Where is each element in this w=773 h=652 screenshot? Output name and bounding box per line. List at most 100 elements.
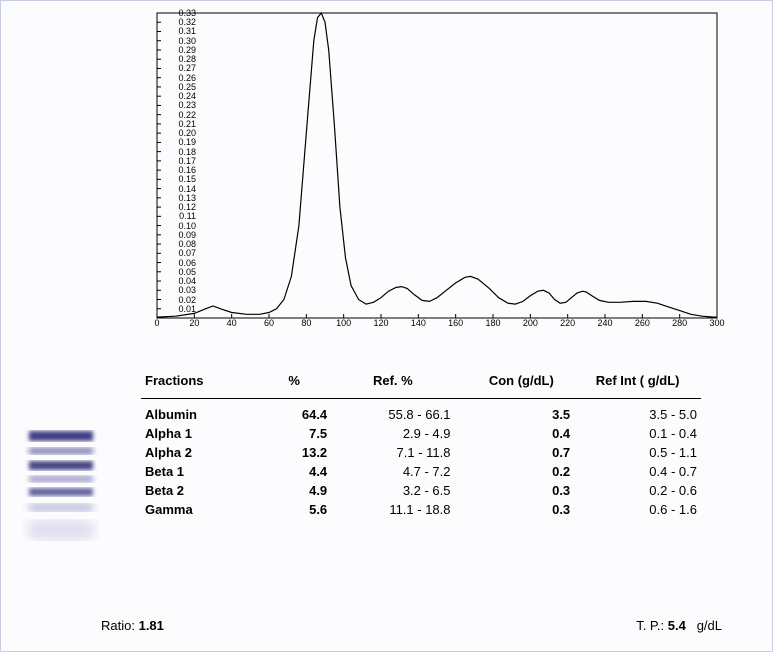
ytick-label: 0.26 xyxy=(178,73,196,83)
tp-label: T. P.: xyxy=(636,618,664,633)
ytick-label: 0.13 xyxy=(178,193,196,203)
ytick-label: 0.31 xyxy=(178,26,196,36)
ytick-label: 0.28 xyxy=(178,54,196,64)
ytick-label: 0.06 xyxy=(178,258,196,268)
ytick-label: 0.11 xyxy=(179,211,196,221)
total-protein-summary: T. P.: 5.4 g/dL xyxy=(636,618,722,633)
cell: 55.8 - 66.1 xyxy=(331,405,468,424)
xtick-label: 100 xyxy=(336,318,351,328)
cell: 0.5 - 1.1 xyxy=(574,443,701,462)
ytick-label: 0.01 xyxy=(178,304,196,314)
ytick-label: 0.22 xyxy=(178,110,196,120)
cell: 0.2 xyxy=(469,462,575,481)
cell: 0.7 xyxy=(469,443,575,462)
cell: Alpha 1 xyxy=(141,424,257,443)
ytick-label: 0.29 xyxy=(178,45,196,55)
cell: 0.6 - 1.6 xyxy=(574,500,701,519)
cell: 0.2 - 0.6 xyxy=(574,481,701,500)
tp-value: 5.4 xyxy=(668,618,686,633)
ytick-label: 0.17 xyxy=(178,156,196,166)
cell: Gamma xyxy=(141,500,257,519)
ytick-label: 0.14 xyxy=(178,184,196,194)
xtick-label: 220 xyxy=(560,318,575,328)
gel-scan-image xyxy=(21,406,101,551)
xtick-label: 160 xyxy=(448,318,463,328)
fractions-table: Fractions % Ref. % Con (g/dL) Ref Int ( … xyxy=(141,371,701,519)
table-row: Beta 14.44.7 - 7.20.20.4 - 0.7 xyxy=(141,462,701,481)
xtick-label: 180 xyxy=(485,318,500,328)
table-row: Beta 24.93.2 - 6.50.30.2 - 0.6 xyxy=(141,481,701,500)
header-pct: % xyxy=(257,371,331,399)
table-row: Albumin64.455.8 - 66.13.53.5 - 5.0 xyxy=(141,405,701,424)
cell: 7.5 xyxy=(257,424,331,443)
header-con: Con (g/dL) xyxy=(469,371,575,399)
xtick-label: 120 xyxy=(373,318,388,328)
ytick-label: 0.09 xyxy=(178,230,196,240)
cell: 0.3 xyxy=(469,500,575,519)
xtick-label: 20 xyxy=(189,318,199,328)
cell: 13.2 xyxy=(257,443,331,462)
header-fractions: Fractions xyxy=(141,371,257,399)
ytick-label: 0.32 xyxy=(178,17,196,27)
ytick-label: 0.10 xyxy=(178,221,196,231)
ytick-label: 0.24 xyxy=(178,91,196,101)
gel-svg xyxy=(21,406,101,551)
ytick-label: 0.27 xyxy=(178,63,196,73)
ytick-label: 0.05 xyxy=(178,267,196,277)
cell: Albumin xyxy=(141,405,257,424)
xtick-label: 40 xyxy=(227,318,237,328)
cell: 3.5 - 5.0 xyxy=(574,405,701,424)
electropherogram-chart xyxy=(151,9,723,334)
xtick-label: 140 xyxy=(411,318,426,328)
xtick-label: 80 xyxy=(301,318,311,328)
cell: 0.1 - 0.4 xyxy=(574,424,701,443)
table-row: Gamma5.611.1 - 18.80.30.6 - 1.6 xyxy=(141,500,701,519)
ytick-label: 0.25 xyxy=(178,82,196,92)
cell: Alpha 2 xyxy=(141,443,257,462)
ytick-label: 0.19 xyxy=(178,137,196,147)
cell: 4.9 xyxy=(257,481,331,500)
cell: 4.7 - 7.2 xyxy=(331,462,468,481)
header-ref-pct: Ref. % xyxy=(331,371,468,399)
table-row: Alpha 213.27.1 - 11.80.70.5 - 1.1 xyxy=(141,443,701,462)
cell: 4.4 xyxy=(257,462,331,481)
ytick-label: 0.16 xyxy=(178,165,196,175)
header-ref-int: Ref Int ( g/dL) xyxy=(574,371,701,399)
cell: 0.3 xyxy=(469,481,575,500)
ytick-label: 0.07 xyxy=(178,248,196,258)
ytick-label: 0.18 xyxy=(178,147,196,157)
ytick-label: 0.04 xyxy=(178,276,196,286)
cell: 3.5 xyxy=(469,405,575,424)
fractions-table-area: Fractions % Ref. % Con (g/dL) Ref Int ( … xyxy=(141,371,701,519)
ytick-label: 0.03 xyxy=(178,285,196,295)
ytick-label: 0.12 xyxy=(178,202,196,212)
cell: 3.2 - 6.5 xyxy=(331,481,468,500)
ytick-label: 0.08 xyxy=(178,239,196,249)
ytick-label: 0.15 xyxy=(178,174,196,184)
cell: 7.1 - 11.8 xyxy=(331,443,468,462)
cell: Beta 2 xyxy=(141,481,257,500)
cell: 0.4 xyxy=(469,424,575,443)
ytick-label: 0.23 xyxy=(178,100,196,110)
xtick-label: 280 xyxy=(672,318,687,328)
ytick-label: 0.21 xyxy=(178,119,196,129)
cell: 5.6 xyxy=(257,500,331,519)
ratio-value: 1.81 xyxy=(139,618,164,633)
ytick-label: 0.33 xyxy=(178,8,196,18)
xtick-label: 200 xyxy=(523,318,538,328)
xtick-label: 0 xyxy=(154,318,159,328)
ratio-label: Ratio: xyxy=(101,618,135,633)
table-row: Alpha 17.52.9 - 4.90.40.1 - 0.4 xyxy=(141,424,701,443)
cell: Beta 1 xyxy=(141,462,257,481)
cell: 11.1 - 18.8 xyxy=(331,500,468,519)
ytick-label: 0.02 xyxy=(178,295,196,305)
ytick-label: 0.30 xyxy=(178,36,196,46)
cell: 64.4 xyxy=(257,405,331,424)
chart-svg xyxy=(151,9,723,334)
ratio-summary: Ratio: 1.81 xyxy=(101,618,164,633)
ytick-label: 0.20 xyxy=(178,128,196,138)
cell: 2.9 - 4.9 xyxy=(331,424,468,443)
tp-unit: g/dL xyxy=(697,618,722,633)
xtick-label: 60 xyxy=(264,318,274,328)
cell: 0.4 - 0.7 xyxy=(574,462,701,481)
